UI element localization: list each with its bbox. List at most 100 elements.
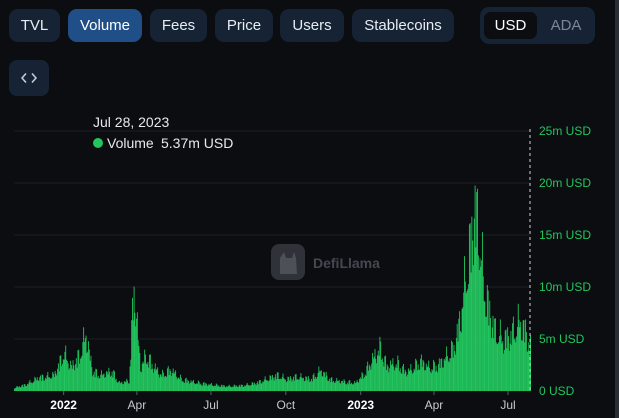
volume-bar <box>131 320 133 391</box>
volume-bar <box>75 364 76 391</box>
x-axis-ticks: 2022 Apr Jul Oct 2023 Apr Jul <box>50 391 516 412</box>
volume-bar <box>465 293 467 391</box>
currency-ada-button[interactable]: ADA <box>540 12 592 39</box>
tab-price[interactable]: Price <box>215 9 273 42</box>
volume-bar <box>412 372 414 391</box>
volume-bar <box>380 341 382 391</box>
y-tick-label: 0 USD <box>539 384 575 398</box>
volume-bar <box>267 380 269 391</box>
volume-bar <box>63 359 65 391</box>
tab-users-label: Users <box>292 17 332 34</box>
tab-fees[interactable]: Fees <box>150 9 207 42</box>
embed-chart-button[interactable] <box>9 60 49 96</box>
volume-bar <box>528 342 530 391</box>
volume-bar <box>252 382 254 391</box>
volume-bar <box>101 375 103 391</box>
volume-bar <box>434 371 436 391</box>
volume-bar <box>514 338 516 391</box>
volume-bar <box>394 367 396 391</box>
volume-bar <box>151 363 153 391</box>
volume-bar <box>138 345 140 391</box>
volume-bar <box>38 381 40 391</box>
volume-bar <box>271 379 273 391</box>
volume-bar <box>442 367 444 391</box>
tab-stablecoins[interactable]: Stablecoins <box>352 9 454 42</box>
volume-bar <box>372 352 374 391</box>
volume-bar <box>263 379 265 391</box>
volume-bar <box>393 366 395 391</box>
volume-bar <box>270 375 272 391</box>
volume-bar <box>93 371 95 391</box>
llama-head-shape <box>280 252 297 274</box>
volume-bar <box>113 370 115 391</box>
volume-bar <box>364 374 366 391</box>
volume-bar <box>109 371 111 391</box>
volume-bar <box>115 378 117 391</box>
volume-bar <box>185 377 187 391</box>
volume-bar <box>466 291 468 391</box>
volume-bar <box>206 383 207 391</box>
tab-volume[interactable]: Volume <box>68 9 142 42</box>
volume-bar <box>90 355 92 391</box>
volume-bar <box>400 372 402 391</box>
volume-bar <box>195 383 197 391</box>
volume-bar <box>337 380 339 391</box>
volume-bar <box>431 369 433 391</box>
volume-bar <box>312 374 314 391</box>
volume-bar <box>487 290 489 391</box>
volume-bar <box>86 352 88 391</box>
volume-bar <box>250 385 251 391</box>
volume-bar <box>82 342 84 391</box>
volume-bar <box>301 377 303 391</box>
volume-bar <box>210 384 212 391</box>
volume-bar <box>50 379 52 391</box>
volume-bar <box>448 362 450 391</box>
volume-bar <box>188 383 190 391</box>
volume-bar <box>467 288 469 391</box>
currency-usd-button[interactable]: USD <box>484 12 537 39</box>
volume-bar <box>105 377 107 391</box>
volume-bar <box>293 380 295 391</box>
volume-bar <box>280 379 282 391</box>
volume-bar <box>94 377 96 391</box>
volume-bar <box>470 272 472 391</box>
volume-bar <box>67 363 69 391</box>
volume-bar <box>447 360 449 391</box>
volume-bar <box>103 373 105 391</box>
volume-bar <box>241 384 242 391</box>
volume-bar <box>353 383 355 391</box>
volume-bar <box>22 384 24 391</box>
volume-bar <box>276 372 278 391</box>
tab-tvl[interactable]: TVL <box>9 9 60 42</box>
tab-users[interactable]: Users <box>280 9 344 42</box>
volume-bar <box>523 320 525 391</box>
volume-bar <box>299 376 301 391</box>
volume-bar <box>207 385 209 391</box>
volume-bar <box>156 368 158 391</box>
volume-bar <box>242 386 244 391</box>
volume-bar <box>153 368 155 391</box>
volume-bar <box>285 379 286 391</box>
volume-bar <box>239 384 241 391</box>
volume-bar <box>524 342 526 391</box>
volume-bar <box>184 378 186 391</box>
volume-bar <box>324 377 326 391</box>
volume-bar <box>166 377 168 391</box>
volume-bar <box>58 371 60 391</box>
volume-bar <box>139 352 141 391</box>
volume-bar <box>205 383 207 391</box>
volume-bar <box>428 360 430 391</box>
volume-bar <box>293 376 295 391</box>
code-brackets-icon <box>21 73 37 83</box>
volume-bar <box>396 367 398 391</box>
volume-bar <box>97 377 98 391</box>
volume-bar <box>344 380 346 391</box>
volume-bar <box>455 337 457 391</box>
volume-bar <box>284 379 286 391</box>
volume-bar <box>296 379 298 391</box>
volume-bar <box>339 382 341 391</box>
x-tick-label: 2023 <box>347 398 374 412</box>
volume-bar <box>118 381 120 391</box>
volume-bar <box>508 336 509 391</box>
